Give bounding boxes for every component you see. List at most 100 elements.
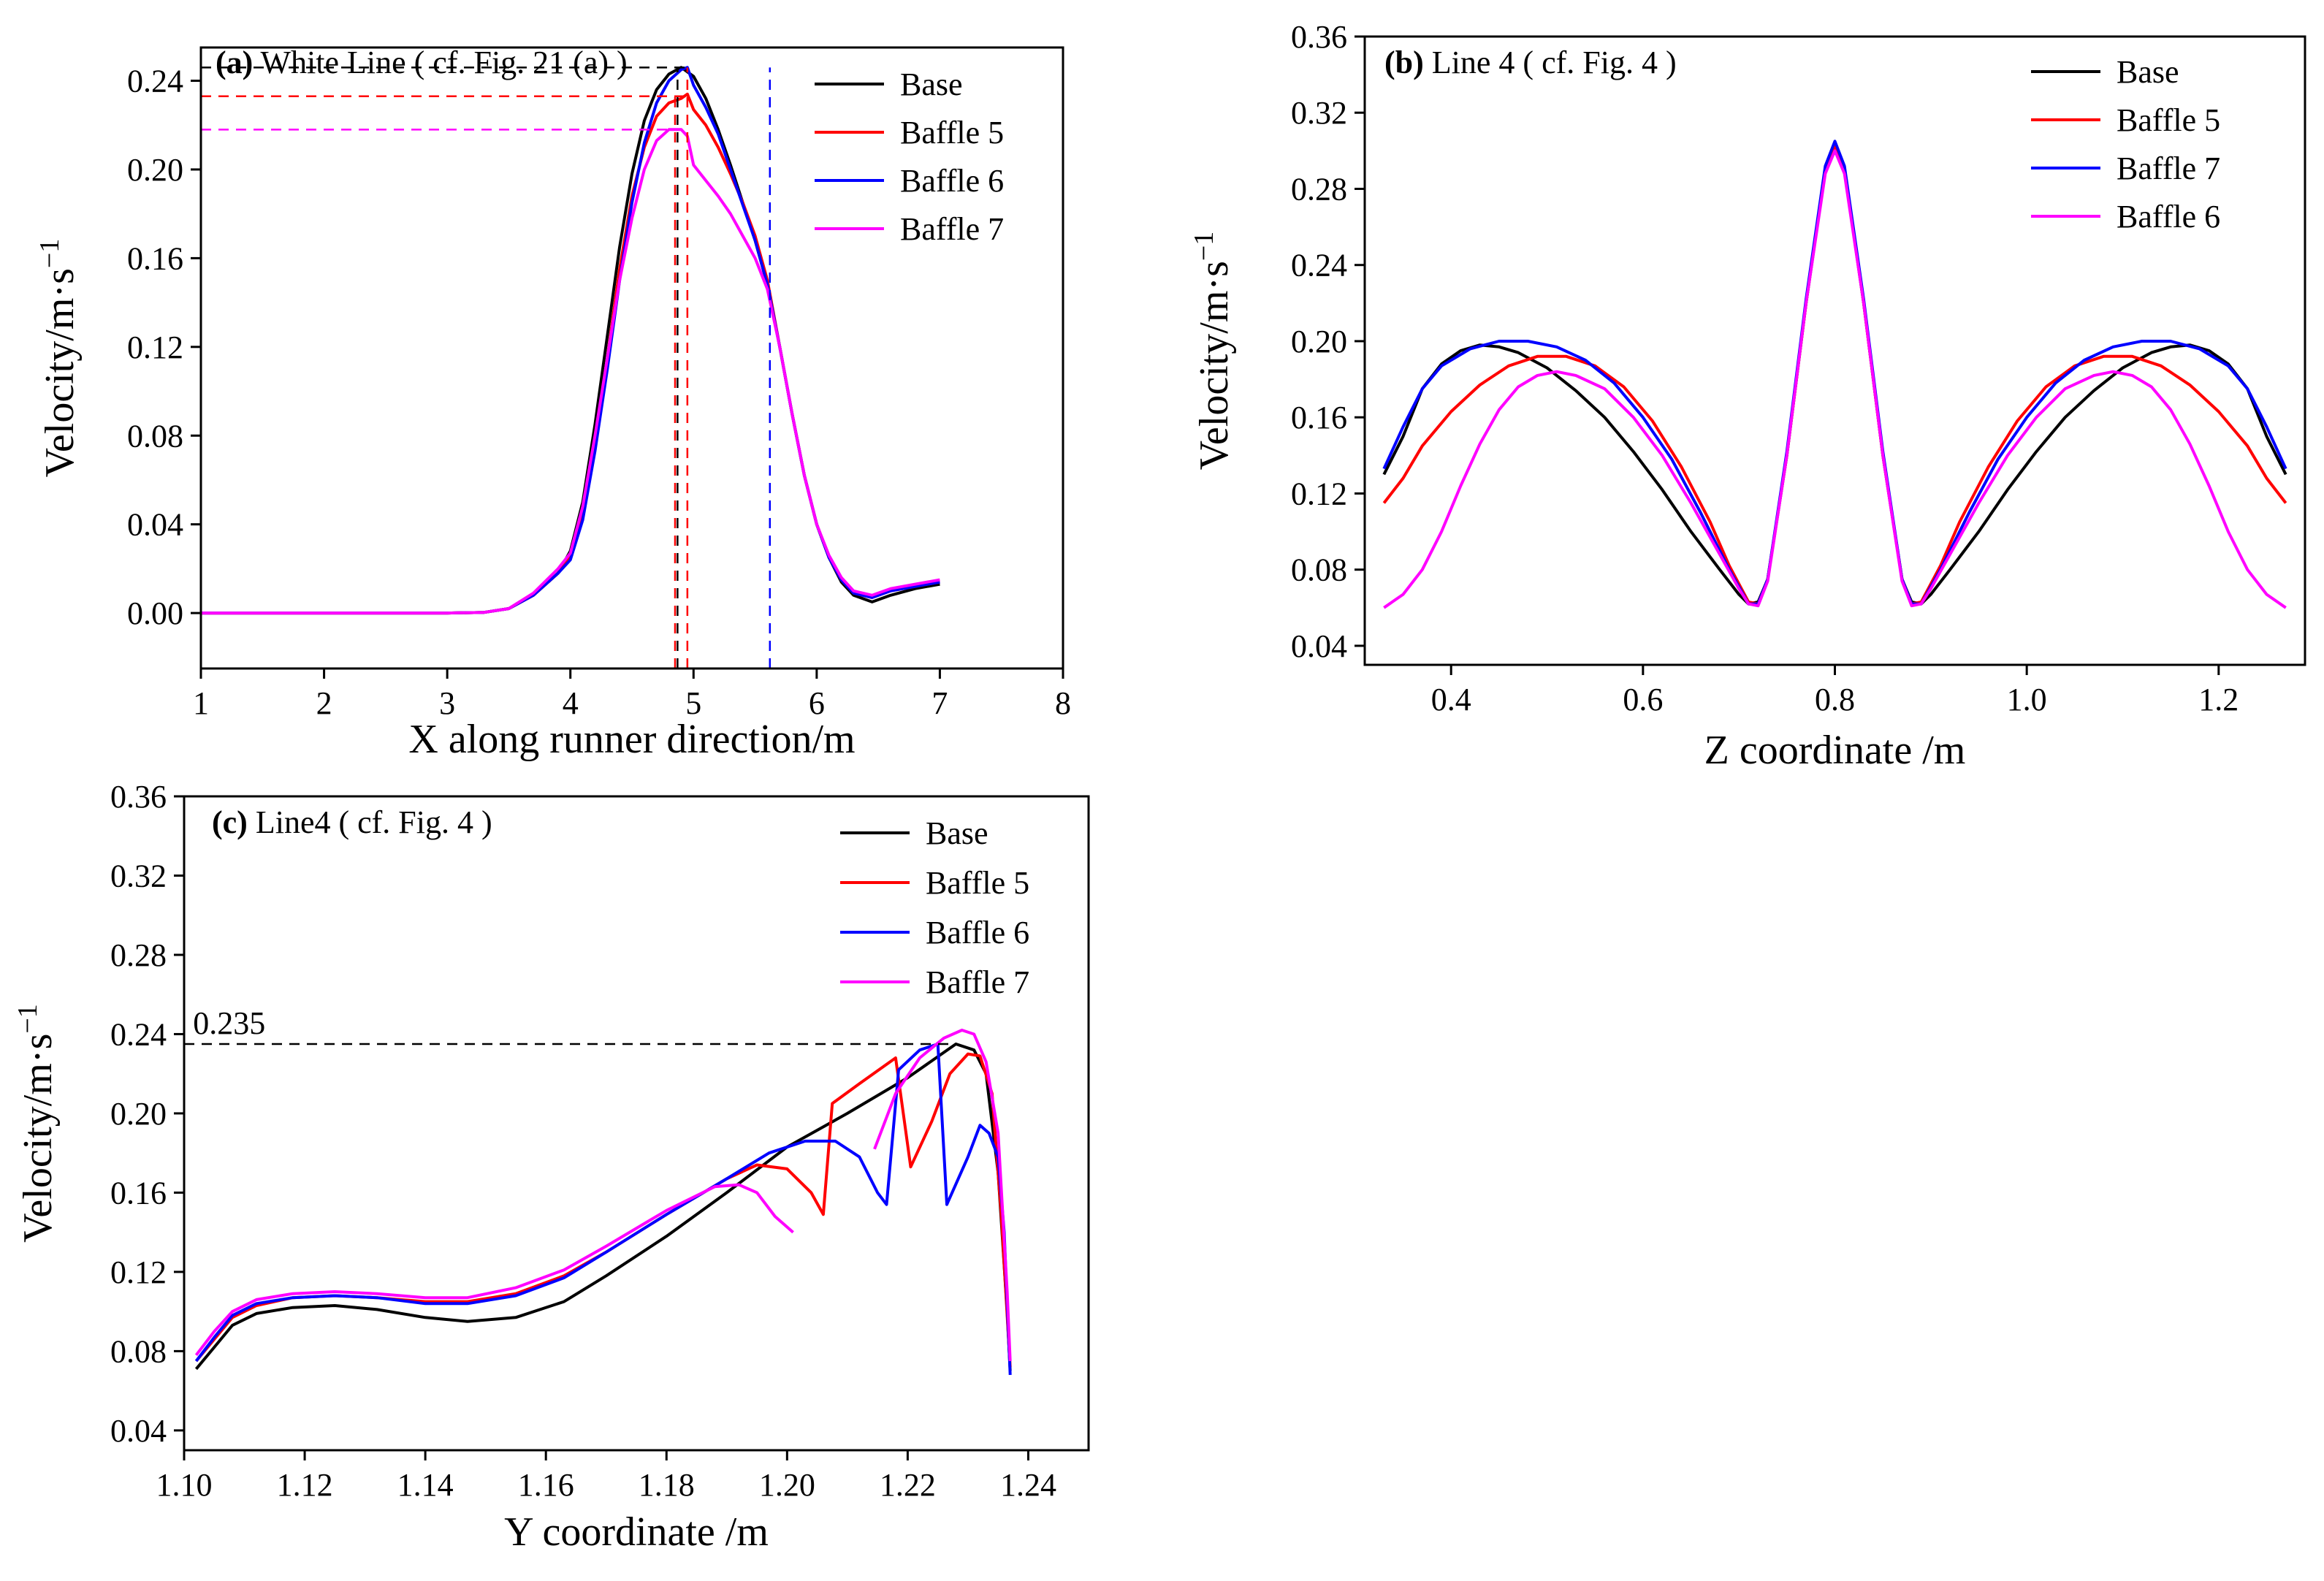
panel-b-title: (b) Line 4 ( cf. Fig. 4 ) (1384, 45, 1677, 80)
panel-a-series-baffle-6 (201, 66, 940, 615)
panel-a-x-tick-label: 2 (316, 685, 332, 721)
panel-a-plot-frame (199, 46, 1064, 670)
panel-c-y-tick-label: 0.28 (110, 937, 167, 973)
panel-b-y-tick-label: 0.36 (1291, 19, 1347, 55)
panel-a-legend-label: Baffle 7 (900, 211, 1004, 247)
panel-c-series-base (194, 1043, 1012, 1371)
panel-a-reference-lines (201, 66, 772, 668)
panel-b-y-axis-label-main: Velocity/m·s (1192, 261, 1237, 470)
panel-c-y-axis-label: Velocity/m·s−1 (12, 1004, 61, 1243)
panel-b-y-tick-label: 0.24 (1291, 248, 1347, 283)
panel-c-series-baffle-7-seg-1 (873, 1029, 1012, 1362)
panel-c-y-tick-label: 0.16 (110, 1175, 167, 1211)
panel-c-x-tick-label: 1.24 (1000, 1467, 1056, 1503)
panel-a-x-tick-label: 6 (809, 685, 825, 721)
panel-c-y-tick-label: 0.08 (110, 1333, 167, 1369)
panel-b-y-tick-label: 0.12 (1291, 476, 1347, 511)
panel-a-y-tick-label: 0.00 (127, 595, 183, 631)
panel-b-x-axis-label: Z coordinate /m (1704, 728, 1966, 773)
panel-a-y-tick-label: 0.20 (127, 152, 183, 188)
panel-c-x-tick-label: 1.22 (880, 1467, 936, 1503)
panel-c-series-baffle-7-seg-0 (194, 1183, 794, 1357)
panel-b-x-tick-label: 1.0 (2007, 682, 2047, 717)
panel-b-x-tick-label: 0.8 (1815, 682, 1855, 717)
panel-b-x-tick-label: 0.6 (1623, 682, 1663, 717)
panel-a-title-text: White Line ( cf. Fig. 21 (a) ) (253, 45, 627, 80)
panel-b-axis-ticks: 0.4 0.6 0.8 1.0 1.2 0.04 0.08 0.12 0.16 0.20 0.24 0… (1291, 19, 2239, 717)
panel-b-y-tick-label: 0.32 (1291, 95, 1347, 131)
panel-c-series (194, 1029, 1012, 1375)
panel-b-series-baffle-6 (1383, 149, 2287, 609)
panel-c-x-axis-label: Y coordinate /m (504, 1509, 769, 1555)
panel-a-y-tick-label: 0.24 (127, 64, 183, 99)
panel-c-y-tick-label: 0.32 (110, 858, 167, 894)
panel-c-title: (c) Line4 ( cf. Fig. 4 ) (212, 804, 492, 840)
panel-a-y-tick-label: 0.12 (127, 329, 183, 365)
panel-b-y-tick-label: 0.16 (1291, 400, 1347, 435)
panel-b-y-tick-label: 0.28 (1291, 171, 1347, 207)
panel-c-y-tick-label: 0.04 (110, 1413, 167, 1449)
panel-c-title-letter: (c) (212, 804, 248, 840)
panel-c-title-text: Line4 ( cf. Fig. 4 ) (248, 804, 492, 840)
panel-b-velocity-line4-z: 0.4 0.6 0.8 1.0 1.2 0.04 0.08 0.12 0.16 0.20 0.24 0… (1189, 19, 2306, 773)
panel-a-x-tick-label: 5 (685, 685, 701, 721)
panel-a-x-axis-label: X along runner direction/m (408, 717, 855, 762)
panel-c-x-tick-label: 1.12 (277, 1467, 333, 1503)
panel-b-y-axis-label-exponent: −1 (1189, 232, 1219, 261)
panel-b-legend-label: Base (2117, 54, 2179, 90)
panel-a-y-tick-label: 0.04 (127, 507, 183, 543)
panel-b-x-tick-label: 1.2 (2198, 682, 2239, 717)
panel-c-legend-label: Baffle 5 (926, 865, 1029, 901)
panel-c-legend: Base Baffle 5 Baffle 6 Baffle 7 (840, 815, 1029, 1000)
panel-a-series-base (201, 66, 940, 615)
panel-a-y-tick-label: 0.16 (127, 240, 183, 276)
panel-b-legend-label: Baffle 5 (2117, 102, 2220, 138)
panel-b-y-tick-label: 0.08 (1291, 552, 1347, 588)
panel-c-legend-label: Baffle 6 (926, 915, 1029, 950)
panel-a-x-tick-label: 4 (563, 685, 579, 721)
panel-b-title-text: Line 4 ( cf. Fig. 4 ) (1424, 45, 1677, 80)
panel-b-legend-label: Baffle 7 (2117, 151, 2220, 186)
panel-a-y-axis-label-exponent: −1 (34, 239, 65, 268)
panel-c-series-baffle-5 (194, 1052, 1012, 1368)
panel-b-x-tick-label: 0.4 (1431, 682, 1471, 717)
panel-a-x-tick-label: 3 (439, 685, 455, 721)
panel-a-title-letter: (a) (216, 45, 253, 80)
panel-c-y-tick-label: 0.20 (110, 1096, 167, 1132)
panel-b-series-baffle-5 (1382, 145, 2287, 606)
panel-b-title-letter: (b) (1384, 45, 1424, 80)
panel-c-series-baffle-6 (194, 1043, 1012, 1375)
panel-c-y-axis-label-exponent: −1 (12, 1004, 43, 1033)
panel-a-series-baffle-7 (201, 128, 940, 615)
panel-a-legend-label: Baffle 5 (900, 115, 1004, 151)
panel-c-y-tick-label: 0.24 (110, 1016, 167, 1052)
panel-a-legend-label: Base (900, 66, 963, 102)
panel-a-y-axis-label: Velocity/m·s−1 (34, 239, 83, 478)
panel-a-axis-ticks: 1 2 3 4 5 6 7 8 0.00 0.04 0.08 0.12 0.16 0.20 0.24 (127, 64, 1071, 721)
panel-a-y-tick-label: 0.08 (127, 418, 183, 454)
panel-c-legend-label: Base (926, 815, 988, 851)
panel-c-x-tick-label: 1.16 (518, 1467, 574, 1503)
panel-c-annotation-0-235: 0.235 (193, 1005, 265, 1041)
panel-b-y-tick-label: 0.20 (1291, 324, 1347, 359)
panel-b-series-baffle-7 (1382, 140, 2287, 606)
panel-c-x-tick-label: 1.10 (156, 1467, 213, 1503)
panel-a-legend-label: Baffle 6 (900, 163, 1004, 199)
panel-c-x-tick-label: 1.18 (639, 1467, 695, 1503)
panel-c-x-tick-label: 1.14 (397, 1467, 454, 1503)
panel-b-y-tick-label: 0.04 (1291, 628, 1347, 664)
panel-c-x-tick-label: 1.20 (759, 1467, 815, 1503)
panel-b-series (1382, 140, 2287, 609)
panel-a-velocity-white-line: 1 2 3 4 5 6 7 8 0.00 0.04 0.08 0.12 0.16 0.20 0.24 (a)… (34, 45, 1071, 762)
panel-c-y-tick-label: 0.12 (110, 1254, 167, 1290)
panel-b-y-axis-label: Velocity/m·s−1 (1189, 232, 1237, 471)
panel-c-y-axis-label-main: Velocity/m·s (15, 1034, 61, 1243)
panel-c-velocity-line4-y: 1.10 1.12 1.14 1.16 1.18 1.20 1.22 1.24 0.04 0.08… (12, 779, 1090, 1555)
panel-a-y-axis-label-main: Velocity/m·s (37, 268, 83, 477)
panel-a-x-tick-label: 8 (1055, 685, 1071, 721)
panel-a-title: (a) White Line ( cf. Fig. 21 (a) ) (216, 45, 628, 80)
panel-a-series-baffle-5 (201, 92, 940, 615)
panel-c-plot-frame (183, 795, 1090, 1452)
panel-a-x-tick-label: 1 (193, 685, 209, 721)
panel-c-legend-label: Baffle 7 (926, 964, 1029, 1000)
